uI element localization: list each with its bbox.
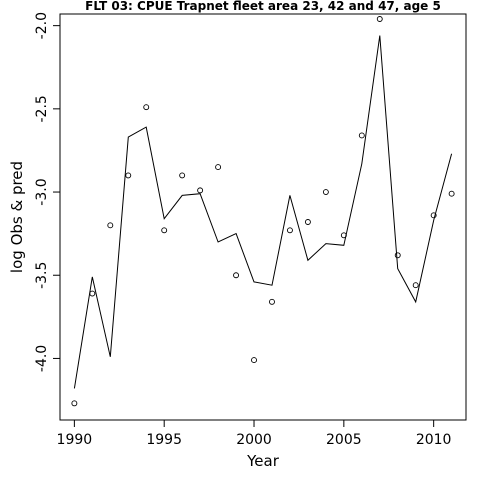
observed-point: [197, 187, 204, 194]
x-tick-label: 2000: [236, 432, 272, 448]
observed-point: [430, 212, 437, 219]
observed-point: [125, 172, 132, 179]
y-tick-label: -3.0: [34, 178, 50, 205]
x-axis-label: Year: [246, 452, 280, 470]
plot-frame: [59, 13, 467, 421]
observed-point: [304, 219, 311, 225]
series-layer: [71, 16, 455, 407]
observed-point: [322, 189, 329, 195]
observed-point: [448, 190, 455, 197]
observed-point: [412, 282, 419, 289]
y-axis-label: log Obs & pred: [8, 161, 26, 273]
observed-point: [358, 132, 365, 139]
x-tick-label: 1995: [146, 432, 182, 448]
chart-title: FLT 03: CPUE Trapnet fleet area 23, 42 a…: [85, 0, 441, 13]
observed-point: [376, 16, 383, 22]
observed-point: [89, 290, 96, 297]
observed-point: [107, 222, 114, 229]
observed-point: [394, 252, 401, 259]
observed-point: [251, 357, 257, 364]
observed-point: [286, 227, 293, 234]
x-tick-label: 2010: [416, 432, 452, 448]
y-tick-label: -2.5: [34, 95, 50, 122]
observed-point: [215, 164, 222, 171]
observed-point: [143, 104, 150, 111]
y-axis: -4.0 -3.5 -3.0 -2.5 -2.0: [34, 12, 61, 372]
y-tick-label: -2.0: [34, 12, 50, 39]
x-tick-label: 1990: [57, 432, 93, 448]
observed-point: [179, 172, 186, 179]
x-axis: 1990 1995 2000 2005 2010: [57, 419, 452, 448]
observed-point: [161, 227, 168, 234]
x-tick-label: 2005: [326, 432, 362, 448]
y-tick-label: -3.5: [34, 262, 50, 289]
observed-point: [71, 400, 78, 407]
observed-point: [269, 298, 275, 305]
y-tick-label: -4.0: [34, 345, 50, 372]
predicted-line: [73, 35, 453, 389]
observed-point: [233, 272, 240, 279]
